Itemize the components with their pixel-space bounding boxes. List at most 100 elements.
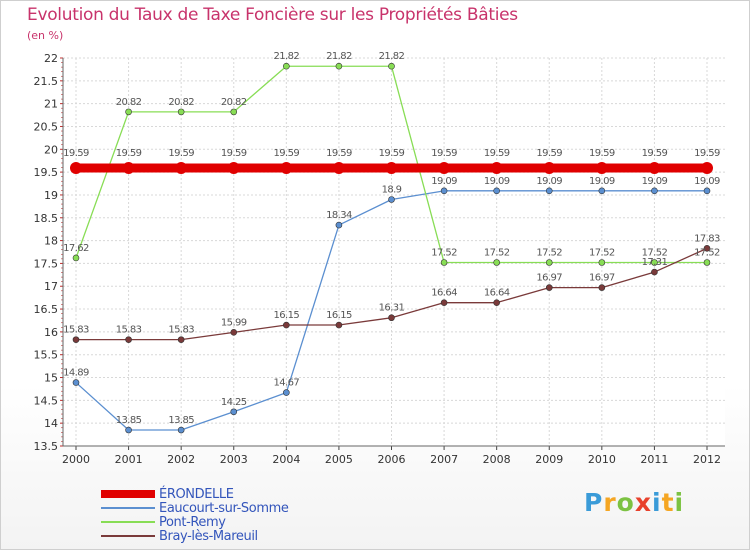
data-point [125,426,132,434]
y-tick-label: 15 [44,372,58,385]
legend: ÉRONDELLE Eaucourt-sur-Somme Pont-Remy B… [101,486,289,544]
data-label: 19.59 [589,148,615,159]
y-tick-label: 17.5 [34,257,59,270]
data-point [493,259,500,266]
data-label: 19.59 [379,148,405,159]
data-label: 20.82 [168,97,194,108]
logo-letter: o [616,488,635,517]
data-label: 19.59 [484,148,510,159]
logo-letter: r [603,488,617,517]
logo-letter: P [584,488,604,517]
plot-area [63,58,725,446]
x-tick-label: 2009 [535,453,563,466]
data-point [598,259,606,266]
data-point [122,162,135,175]
data-point [177,426,185,434]
legend-label: Eaucourt-sur-Somme [159,500,289,516]
data-label: 14.67 [274,378,300,389]
logo-letter: x [634,488,652,517]
data-point [598,284,606,291]
x-tick-label: 2008 [483,453,511,466]
y-tick-label: 21.5 [34,75,59,88]
data-label: 17.52 [694,247,720,258]
legend-label: Bray-lès-Mareuil [159,528,258,544]
proxiti-logo: Proxiti [584,488,684,517]
data-label: 15.83 [168,325,194,336]
legend-label: Pont-Remy [159,514,226,530]
data-label: 17.52 [642,247,668,258]
x-tick-label: 2001 [115,453,143,466]
data-point [440,259,448,266]
data-point [701,162,713,175]
data-label: 16.15 [274,310,300,321]
data-point [283,62,290,70]
data-label: 19.59 [274,148,300,159]
data-point [438,162,451,175]
data-point [490,162,503,175]
y-tick-label: 13.5 [34,440,59,453]
data-label: 19.09 [694,176,720,187]
data-label: 20.82 [221,97,247,108]
data-point [227,162,240,175]
y-tick-label: 16.5 [34,303,59,316]
y-tick-label: 14.5 [34,394,59,407]
data-point [283,389,290,396]
y-tick-label: 20.5 [34,120,59,133]
data-point [335,321,343,329]
data-label: 16.97 [589,273,615,284]
y-tick-label: 20 [44,143,58,156]
x-tick-label: 2002 [167,453,195,466]
data-label: 19.59 [168,148,194,159]
data-label: 17.83 [694,233,720,244]
data-point [230,329,238,336]
data-point [280,162,293,175]
y-tick-label: 18.5 [34,212,59,225]
data-label: 17.52 [589,247,615,258]
x-tick-label: 2006 [378,453,406,466]
legend-item: Eaucourt-sur-Somme [101,500,289,516]
legend-item: Pont-Remy [101,514,288,530]
x-tick-label: 2005 [325,453,353,466]
data-label: 14.89 [63,368,89,379]
data-point [388,314,395,322]
data-label: 19.59 [642,148,668,159]
data-point [125,108,132,116]
data-point [72,379,80,386]
data-point [335,62,343,70]
data-label: 18.34 [326,210,352,221]
data-point [72,336,80,343]
x-tick-label: 2007 [430,453,458,466]
y-tick-label: 19 [44,189,58,202]
data-point [545,284,553,291]
data-label: 16.64 [484,288,510,299]
data-point [545,187,553,195]
data-label: 19.09 [484,176,510,187]
x-tick-label: 2011 [640,453,668,466]
data-point [335,221,343,229]
data-point [648,162,661,175]
data-label: 14.25 [221,397,247,408]
data-label: 13.85 [116,415,142,426]
y-tick-label: 16 [44,326,58,339]
data-label: 17.52 [431,247,457,258]
legend-item: Bray-lès-Mareuil [101,528,288,544]
data-point [177,336,185,343]
data-point [651,187,658,195]
data-point [703,259,711,266]
legend-label: ÉRONDELLE [159,486,234,502]
data-point [72,254,80,262]
data-label: 21.82 [274,51,300,62]
data-point [230,408,238,416]
y-tick-label: 14 [44,417,58,430]
data-label: 17.52 [484,247,510,258]
data-point [595,162,608,175]
data-point [177,108,185,116]
data-point [440,187,448,195]
legend-swatch [101,507,155,509]
x-tick-label: 2004 [272,453,300,466]
data-label: 15.83 [116,325,142,336]
y-tick-label: 21 [44,98,58,111]
data-label: 19.59 [694,148,720,159]
data-label: 18.9 [382,185,402,196]
